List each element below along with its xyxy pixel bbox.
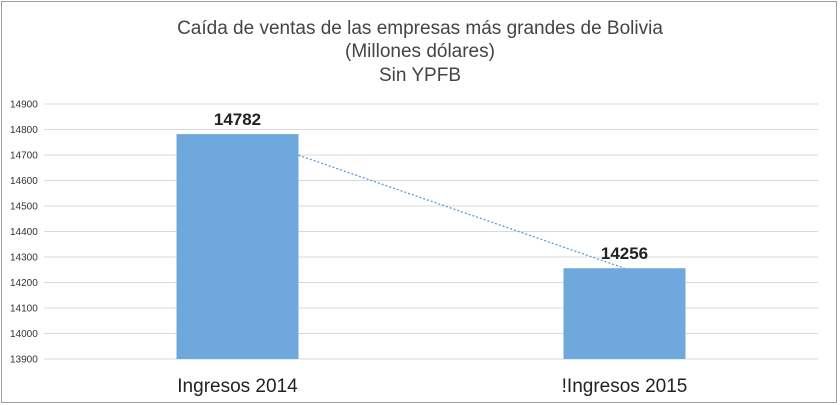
y-tick-label: 14900	[10, 100, 38, 111]
y-tick-label: 14800	[10, 125, 38, 136]
data-label-2: 14256	[601, 244, 648, 263]
chart-title: Caída de ventas de las empresas más gran…	[177, 18, 663, 86]
y-tick-label: 14400	[10, 227, 38, 238]
y-tick-label: 14500	[10, 202, 38, 213]
category-label-1: Ingresos 2014	[177, 376, 298, 397]
data-label-1: 14782	[214, 110, 261, 129]
category-label-2: !Ingresos 2015	[562, 376, 688, 397]
y-tick-label: 14600	[10, 176, 38, 187]
trendline	[298, 154, 625, 269]
gridlines	[44, 103, 818, 360]
y-axis-tick-labels: 13900 14000 14100 14200 14300 14400 14500 14600…	[10, 100, 38, 366]
y-tick-label: 14200	[10, 278, 38, 289]
chart-title-line-2: (Millones dólares)	[345, 41, 495, 62]
chart-title-line-1: Caída de ventas de las empresas más gran…	[177, 18, 663, 39]
y-tick-label: 14300	[10, 253, 38, 264]
y-tick-label: 14700	[10, 151, 38, 162]
trendline-segment	[298, 154, 625, 269]
y-tick-label: 14000	[10, 329, 38, 340]
bar-1	[176, 134, 299, 359]
chart-title-line-3: Sin YPFB	[379, 65, 461, 86]
x-axis-category-labels: Ingresos 2014 !Ingresos 2015	[177, 376, 687, 397]
bar-2	[563, 268, 686, 359]
y-tick-label: 14100	[10, 304, 38, 315]
y-tick-label: 13900	[10, 355, 38, 366]
data-labels: 14782 14256	[214, 110, 648, 263]
bars	[176, 134, 686, 359]
